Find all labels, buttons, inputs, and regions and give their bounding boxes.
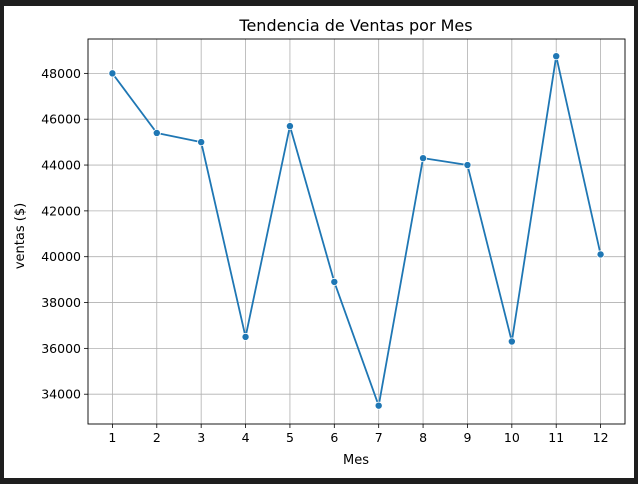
data-point: [463, 161, 472, 170]
data-point: [507, 337, 516, 346]
x-tick-label: 8: [419, 430, 427, 445]
data-point: [197, 138, 206, 147]
x-tick-label: 11: [548, 430, 564, 445]
chart-figure: Tendencia de Ventas por Mes 1 2 3 4 5 6 7 8 9 10 1…: [4, 6, 634, 478]
y-axis-label: ventas ($): [13, 203, 28, 269]
y-tick-label: 48000: [41, 66, 81, 81]
data-point: [152, 128, 161, 137]
x-tick-label: 4: [242, 430, 250, 445]
data-point: [108, 69, 117, 78]
data-point: [419, 154, 428, 163]
x-tick-label: 12: [593, 430, 609, 445]
x-tick-label: 5: [286, 430, 294, 445]
x-tick-label: 9: [463, 430, 471, 445]
data-point: [330, 277, 339, 286]
x-tick-label: 1: [108, 430, 116, 445]
plot-area-frame: [87, 38, 626, 425]
y-tick-label: 36000: [41, 341, 81, 356]
x-tick-label: 2: [153, 430, 161, 445]
figure-background: [4, 6, 634, 478]
data-point: [285, 122, 294, 131]
y-tick-label: 40000: [41, 249, 81, 264]
series-line-path: [111, 55, 602, 407]
x-axis-ticks: 1 2 3 4 5 6 7 8 9 10 11 12: [108, 424, 609, 445]
grid: [88, 39, 625, 424]
x-tick-label: 6: [330, 430, 338, 445]
y-tick-label: 38000: [41, 295, 81, 310]
y-tick-label: 46000: [41, 112, 81, 127]
x-tick-label: 10: [504, 430, 520, 445]
y-tick-label: 42000: [41, 203, 81, 218]
line-chart: Tendencia de Ventas por Mes 1 2 3 4 5 6 7 8 9 10 1…: [4, 6, 634, 478]
x-tick-label: 7: [375, 430, 383, 445]
data-point: [596, 250, 605, 259]
x-tick-label: 3: [197, 430, 205, 445]
data-point: [552, 52, 561, 61]
y-tick-label: 34000: [41, 387, 81, 402]
y-tick-label: 44000: [41, 158, 81, 173]
series-line: [111, 55, 602, 407]
series-markers: [108, 52, 605, 410]
y-axis-ticks: 34000 36000 38000 40000 42000 44000 46000 48000: [41, 66, 88, 402]
chart-title: Tendencia de Ventas por Mes: [238, 16, 472, 35]
data-point: [374, 401, 383, 410]
x-axis-label: Mes: [343, 453, 369, 468]
data-point: [241, 332, 250, 341]
